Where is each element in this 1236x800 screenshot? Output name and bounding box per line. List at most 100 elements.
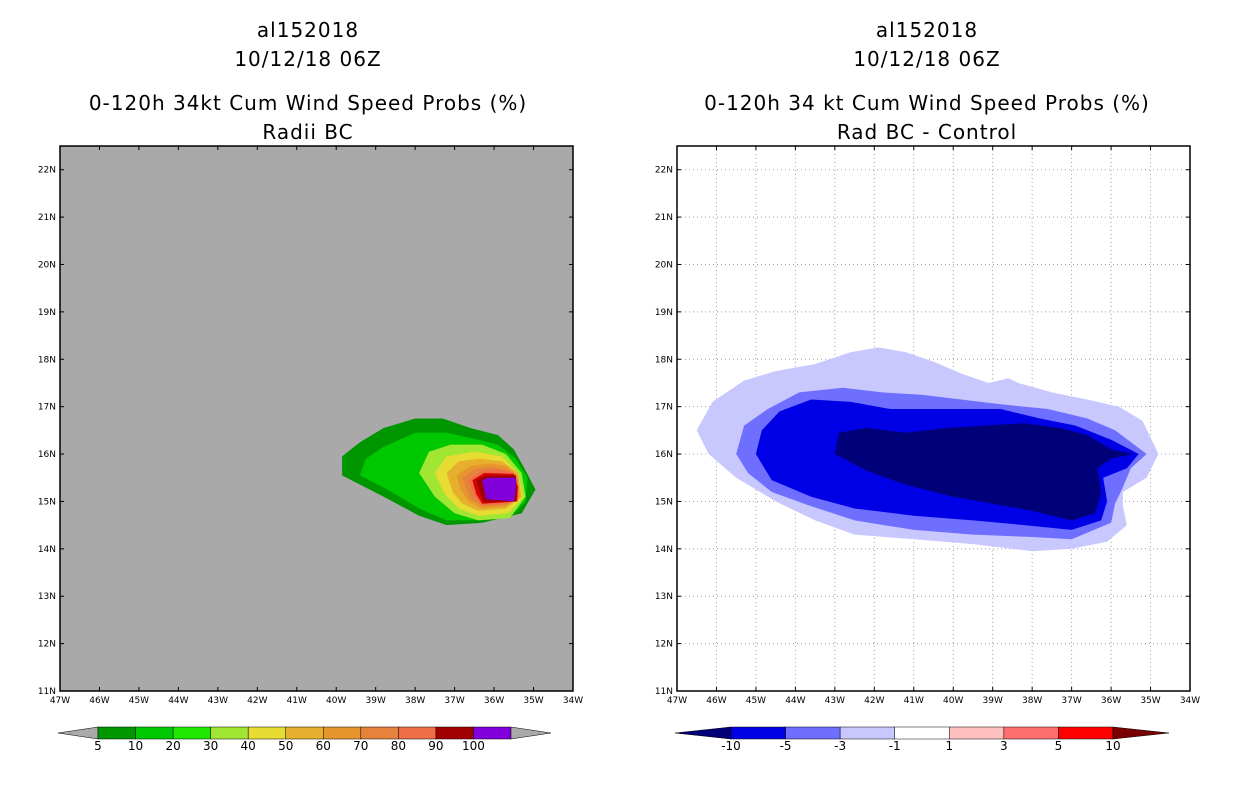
- x-tick-label: 37W: [1061, 696, 1081, 706]
- x-tick-label: 41W: [287, 696, 307, 706]
- colorbar-label: 70: [353, 739, 368, 753]
- y-tick-label: 21N: [655, 213, 673, 223]
- colorbar-swatch: [172, 726, 211, 740]
- x-tick-label: 40W: [943, 696, 963, 706]
- y-tick-label: 11N: [38, 687, 56, 697]
- x-tick-label: 36W: [1101, 696, 1121, 706]
- colorbar-label: -10: [721, 739, 741, 753]
- x-tick-label: 46W: [89, 696, 109, 706]
- x-tick-label: 40W: [326, 696, 346, 706]
- x-tick-label: 39W: [366, 696, 386, 706]
- colorbar: -10 -5 -3 -1 1 3 5 10: [674, 726, 1170, 753]
- y-tick-label: 12N: [38, 640, 56, 650]
- colorbar-label: 100: [462, 739, 485, 753]
- colorbar-label: 80: [391, 739, 406, 753]
- y-tick-label: 14N: [38, 545, 56, 555]
- plot-frame: [59, 145, 574, 692]
- title-line-3: 0-120h 34 kt Cum Wind Speed Probs (%): [704, 91, 1150, 115]
- colorbar-swatch: [435, 726, 474, 740]
- colorbar-swatch: [247, 726, 286, 740]
- colorbar-swatch: [360, 726, 399, 740]
- colorbar-swatch: [210, 726, 249, 740]
- colorbar-swatch: [135, 726, 174, 740]
- x-tick-label: 45W: [746, 696, 766, 706]
- panel-2: al152018 10/12/18 06Z 0-120h 34 kt Cum Win…: [655, 18, 1200, 753]
- colorbar-label: 20: [165, 739, 180, 753]
- x-tick-label: 38W: [405, 696, 425, 706]
- colorbar-label: 10: [128, 739, 143, 753]
- colorbar-swatch: [97, 726, 136, 740]
- colorbar-swatch: [894, 726, 950, 740]
- y-tick-label: 21N: [38, 213, 56, 223]
- y-tick-label: 12N: [655, 640, 673, 650]
- colorbar-label: 3: [1000, 739, 1008, 753]
- x-tick-label: 44W: [168, 696, 188, 706]
- colorbar-swatch: [839, 726, 895, 740]
- colorbar-label: 5: [1055, 739, 1063, 753]
- colorbar-swatch: [285, 726, 324, 740]
- x-tick-label: 37W: [444, 696, 464, 706]
- y-tick-label: 15N: [655, 497, 673, 507]
- y-tick-label: 17N: [38, 403, 56, 413]
- title-line-4: Radii BC: [262, 120, 353, 144]
- y-tick-label: 18N: [655, 355, 673, 365]
- colorbar-label: 40: [241, 739, 256, 753]
- title-line-1: al152018: [257, 18, 359, 42]
- colorbar: 5 10 20 30 40 50 60 70 80 90 100: [57, 726, 552, 753]
- x-tick-label: 35W: [523, 696, 543, 706]
- title-line-2: 10/12/18 06Z: [853, 47, 1000, 71]
- x-tick-label: 46W: [706, 696, 726, 706]
- y-tick-label: 22N: [38, 166, 56, 176]
- x-tick-label: 44W: [785, 696, 805, 706]
- contour--10: [834, 423, 1133, 521]
- colorbar-swatch: [323, 726, 362, 740]
- plot-frame: [676, 145, 1191, 692]
- x-tick-label: 47W: [50, 696, 70, 706]
- x-tick-label: 41W: [904, 696, 924, 706]
- colorbar-extend-low: [57, 726, 99, 740]
- colorbar-label: -3: [834, 739, 846, 753]
- colorbar-swatch: [398, 726, 437, 740]
- x-tick-label: 34W: [1180, 696, 1200, 706]
- x-tick-label: 45W: [129, 696, 149, 706]
- y-tick-label: 20N: [38, 260, 56, 270]
- x-tick-label: 38W: [1022, 696, 1042, 706]
- colorbar-label: 50: [278, 739, 293, 753]
- y-tick-label: 17N: [655, 403, 673, 413]
- title-line-1: al152018: [876, 18, 978, 42]
- y-tick-label: 15N: [38, 497, 56, 507]
- x-tick-label: 42W: [247, 696, 267, 706]
- y-tick-label: 16N: [655, 450, 673, 460]
- contour-group: [696, 347, 1159, 552]
- colorbar-swatch: [949, 726, 1005, 740]
- title-line-3: 0-120h 34kt Cum Wind Speed Probs (%): [89, 91, 527, 115]
- x-tick-label: 43W: [208, 696, 228, 706]
- y-tick-label: 11N: [655, 687, 673, 697]
- y-tick-label: 13N: [38, 592, 56, 602]
- y-tick-label: 14N: [655, 545, 673, 555]
- x-tick-label: 35W: [1140, 696, 1160, 706]
- y-tick-label: 18N: [38, 355, 56, 365]
- x-tick-label: 43W: [825, 696, 845, 706]
- y-tick-label: 19N: [655, 308, 673, 318]
- colorbar-swatch: [473, 726, 512, 740]
- colorbar-label: 90: [428, 739, 443, 753]
- x-tick-label: 34W: [563, 696, 583, 706]
- title-line-2: 10/12/18 06Z: [234, 47, 381, 71]
- x-tick-label: 47W: [667, 696, 687, 706]
- title-line-4: Rad BC - Control: [837, 120, 1017, 144]
- colorbar-label: -5: [780, 739, 792, 753]
- x-tick-label: 36W: [484, 696, 504, 706]
- contour-100: [482, 477, 516, 502]
- colorbar-swatch: [1003, 726, 1059, 740]
- panel-1: al152018 10/12/18 06Z 0-120h 34kt Cum Wind…: [38, 18, 583, 753]
- colorbar-label: 5: [94, 739, 102, 753]
- colorbar-label: 30: [203, 739, 218, 753]
- colorbar-label: 60: [316, 739, 331, 753]
- contour-group: [342, 418, 536, 526]
- colorbar-extend-high: [1112, 726, 1170, 740]
- colorbar-swatch: [1058, 726, 1114, 740]
- colorbar-extend-high: [510, 726, 552, 740]
- colorbar-extend-low: [674, 726, 732, 740]
